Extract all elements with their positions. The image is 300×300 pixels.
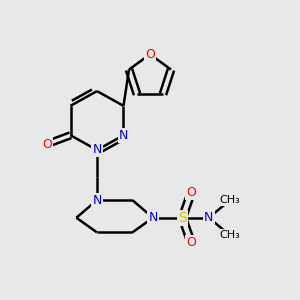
Text: N: N [148,211,158,224]
Text: O: O [42,138,52,151]
Text: N: N [92,143,102,157]
Text: O: O [145,48,155,61]
Text: S: S [178,211,187,225]
Text: O: O [186,186,196,199]
Text: CH₃: CH₃ [219,230,240,240]
Text: N: N [92,194,102,207]
Text: O: O [186,236,196,249]
Text: N: N [119,129,128,142]
Text: N: N [204,211,214,224]
Text: CH₃: CH₃ [219,195,240,205]
